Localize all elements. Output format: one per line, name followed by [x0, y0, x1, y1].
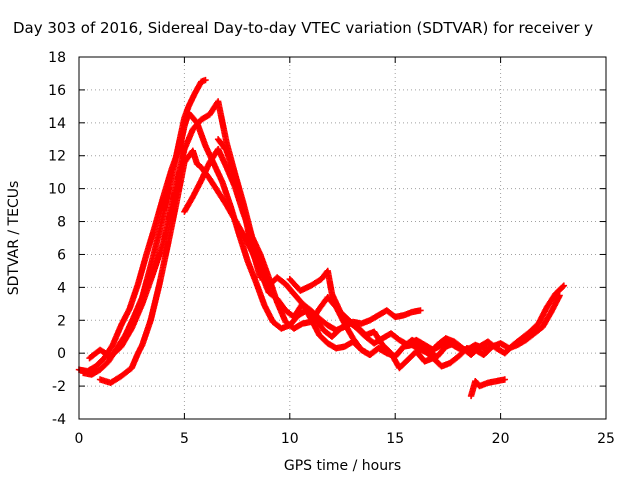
y-tick-label: 0 [57, 346, 66, 362]
data-point-marker [487, 344, 495, 351]
x-axis-label: GPS time / hours [284, 458, 401, 474]
x-tick-label: 20 [492, 431, 510, 447]
y-axis-label: SDTVAR / TECUs [6, 181, 22, 296]
y-tick-label: 18 [48, 50, 66, 66]
data-point-marker [202, 76, 209, 84]
data-point-marker [417, 307, 424, 314]
y-tick-label: 4 [57, 280, 66, 296]
series-track-8 [467, 376, 509, 400]
y-tick-label: 14 [48, 116, 66, 132]
data-point-marker [501, 376, 509, 383]
y-tick-label: 12 [48, 149, 66, 165]
y-tick-label: -4 [52, 412, 66, 428]
data-point-marker [488, 343, 496, 350]
axis-ticks: 0 5 10 15 20 25 -4 -2 0 2 4 6 8 10 12 14 16 18 [48, 50, 615, 447]
x-tick-label: 0 [75, 431, 84, 447]
series-track-2 [80, 76, 209, 378]
x-tick-label: 25 [597, 431, 615, 447]
x-tick-label: 15 [386, 431, 404, 447]
data-point-marker [257, 274, 264, 281]
y-tick-label: 6 [57, 247, 66, 263]
y-tick-label: 16 [48, 83, 66, 99]
data-points [75, 76, 568, 400]
data-point-marker [560, 282, 568, 289]
y-tick-label: 8 [57, 215, 66, 231]
y-tick-label: 10 [48, 182, 66, 198]
x-tick-label: 5 [180, 431, 189, 447]
data-point-marker [559, 283, 566, 290]
series-track-7 [286, 267, 496, 372]
y-tick-label: -2 [52, 379, 66, 395]
plot-frame [78, 56, 607, 420]
y-tick-label: 2 [57, 313, 66, 329]
x-tick-label: 10 [281, 431, 299, 447]
chart-title: Day 303 of 2016, Sidereal Day-to-day VTE… [13, 19, 593, 37]
series-track-6 [214, 136, 264, 281]
